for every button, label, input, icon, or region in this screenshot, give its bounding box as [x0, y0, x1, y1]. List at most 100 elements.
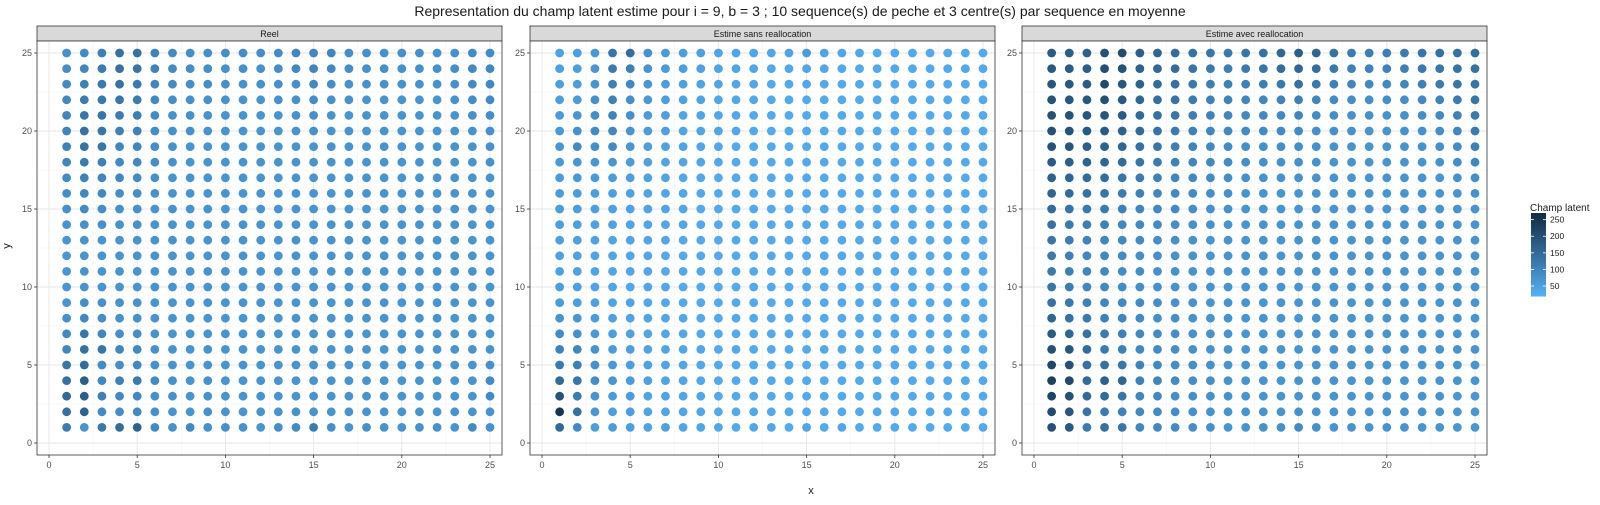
data-point — [1188, 282, 1198, 292]
data-point — [326, 345, 336, 354]
data-point — [572, 360, 582, 370]
data-point — [326, 220, 336, 230]
data-point — [1064, 391, 1074, 401]
data-point — [1382, 189, 1392, 198]
data-point — [1276, 376, 1286, 385]
data-point — [837, 423, 847, 432]
data-point — [749, 95, 759, 105]
data-point — [643, 235, 653, 245]
data-point — [397, 329, 407, 339]
data-point — [362, 48, 371, 58]
data-point — [415, 95, 424, 105]
data-point — [344, 157, 354, 167]
data-point — [1206, 157, 1215, 167]
data-point — [802, 345, 811, 354]
data-point — [185, 79, 195, 89]
data-point — [150, 157, 160, 167]
data-point — [731, 95, 741, 105]
data-point — [1153, 95, 1162, 105]
data-point — [150, 126, 160, 136]
data-point — [1276, 111, 1286, 120]
data-point — [960, 204, 970, 214]
data-point — [379, 329, 389, 339]
data-point — [132, 48, 142, 58]
data-point — [467, 376, 477, 385]
data-point — [908, 142, 917, 152]
legend-color-step — [1531, 231, 1546, 235]
data-point — [784, 64, 794, 73]
data-point — [714, 329, 723, 339]
data-point — [185, 235, 195, 245]
data-point — [714, 111, 723, 120]
data-point — [1188, 126, 1198, 136]
data-point — [1206, 313, 1215, 323]
data-point — [1470, 95, 1480, 105]
data-point — [1258, 126, 1268, 136]
data-point — [837, 220, 847, 230]
data-point — [590, 79, 600, 89]
data-point — [1206, 329, 1215, 339]
data-point — [1452, 235, 1462, 245]
data-point — [625, 376, 635, 385]
data-point — [908, 79, 917, 89]
data-point — [1135, 251, 1145, 261]
data-point — [397, 189, 407, 198]
data-point — [943, 267, 953, 276]
data-point — [714, 126, 723, 136]
data-point — [185, 142, 195, 152]
data-point — [326, 189, 336, 198]
data-point — [1276, 173, 1286, 183]
data-point — [1082, 204, 1092, 214]
data-point — [168, 79, 177, 89]
data-point — [344, 313, 354, 323]
data-point — [960, 111, 970, 120]
data-point — [661, 407, 670, 417]
data-point — [1206, 282, 1215, 292]
data-point — [79, 407, 89, 417]
legend-color-step — [1531, 281, 1546, 285]
data-point — [802, 376, 811, 385]
data-point — [978, 376, 988, 385]
data-point — [678, 251, 688, 261]
data-point — [1417, 298, 1427, 307]
data-point — [1064, 298, 1074, 307]
data-point — [450, 360, 460, 370]
data-point — [925, 313, 935, 323]
data-point — [1435, 48, 1445, 58]
data-point — [379, 157, 389, 167]
data-point — [115, 298, 124, 307]
data-point — [221, 126, 230, 136]
data-point — [432, 64, 442, 73]
data-point — [925, 79, 935, 89]
data-point — [97, 423, 107, 432]
data-point — [1206, 79, 1215, 89]
data-point — [1435, 204, 1445, 214]
data-point — [890, 376, 900, 385]
data-point — [1064, 423, 1074, 432]
data-point — [132, 142, 142, 152]
data-point — [1470, 313, 1480, 323]
data-point — [802, 329, 811, 339]
data-point — [749, 173, 759, 183]
data-point — [1188, 111, 1198, 120]
data-point — [749, 376, 759, 385]
data-point — [1117, 423, 1127, 432]
data-point — [309, 79, 318, 89]
data-point — [1135, 173, 1145, 183]
data-point — [1329, 157, 1339, 167]
data-point — [1241, 251, 1251, 261]
data-point — [415, 204, 424, 214]
data-point — [1347, 64, 1356, 73]
data-point — [908, 282, 917, 292]
data-point — [1100, 360, 1109, 370]
data-point — [696, 95, 706, 105]
data-point — [168, 345, 177, 354]
data-point — [837, 313, 847, 323]
data-point — [625, 142, 635, 152]
data-point — [696, 407, 706, 417]
data-point — [415, 360, 424, 370]
data-point — [590, 189, 600, 198]
data-point — [397, 345, 407, 354]
data-point — [1223, 298, 1233, 307]
